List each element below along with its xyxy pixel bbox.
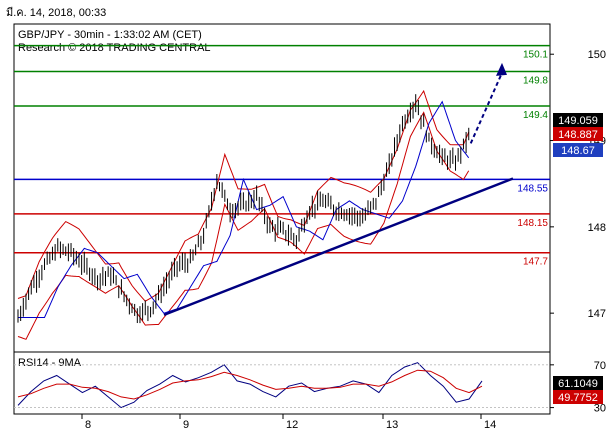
bollinger-lower xyxy=(17,111,470,340)
bollinger-bands xyxy=(17,89,470,340)
x-tick-label-4: 14 xyxy=(484,419,496,431)
x-tick-label-1: 9 xyxy=(183,419,189,431)
header-symbol: GBP/JPY - 30min - 1:33:02 AM (CET) xyxy=(18,29,202,41)
level-label-1: 149.8 xyxy=(523,75,548,86)
level-label-5: 147.7 xyxy=(523,257,548,268)
header-research: Research © 2018 TRADING CENTRAL xyxy=(18,42,211,54)
x-tick-label-3: 13 xyxy=(386,419,398,431)
rsi-tick-label-1: 30 xyxy=(594,403,606,415)
rsi-badge-bg-0 xyxy=(553,376,603,390)
level-lines: 150.1 149.8 149.4 148.55 148.15 147.7 xyxy=(14,44,550,268)
forecast-arrow xyxy=(469,72,503,144)
rsi-tick-label-0: 70 xyxy=(594,360,606,372)
price-badge-bg-1 xyxy=(553,127,603,141)
price-badge-2: 148.67 xyxy=(561,145,595,157)
value-badges: 149.059 148.887 148.67 61.1049 49.7752 xyxy=(553,113,603,404)
rsi-line-0 xyxy=(17,362,483,409)
trendline xyxy=(163,62,514,317)
price-badge-bg-0 xyxy=(553,113,603,127)
x-tick-label-2: 12 xyxy=(286,419,298,431)
price-panel-frame xyxy=(13,23,551,353)
support-trendline xyxy=(163,177,514,317)
rsi-badge-0: 61.1049 xyxy=(558,378,598,390)
level-label-3: 148.55 xyxy=(517,183,548,194)
rsi-line-1 xyxy=(17,369,483,400)
rsi-panel-frame xyxy=(13,351,551,415)
y-tick-label-2: 148 xyxy=(588,222,606,234)
rsi-series xyxy=(14,362,550,409)
level-label-2: 149.4 xyxy=(523,110,548,121)
x-tick-label-0: 8 xyxy=(85,419,91,431)
forecast-arrowhead xyxy=(496,62,507,76)
price-series xyxy=(17,94,470,324)
price-badge-1: 148.887 xyxy=(558,129,598,141)
rsi-title: RSI14 - 9MA xyxy=(18,357,82,369)
level-label-4: 148.15 xyxy=(517,218,548,229)
bollinger-upper xyxy=(17,89,470,302)
y-tick-label-3: 147 xyxy=(588,308,606,320)
level-label-0: 150.1 xyxy=(523,50,548,61)
rsi-badge-bg-1 xyxy=(553,390,603,404)
price-badge-0: 149.059 xyxy=(558,115,598,127)
price-badge-bg-2 xyxy=(553,143,603,157)
y-tick-label-0: 150 xyxy=(588,49,606,61)
moving-average xyxy=(18,100,470,318)
rsi-badge-1: 49.7752 xyxy=(558,392,598,404)
timestamp: มี.ค. 14, 2018, 00:33 xyxy=(6,6,106,19)
